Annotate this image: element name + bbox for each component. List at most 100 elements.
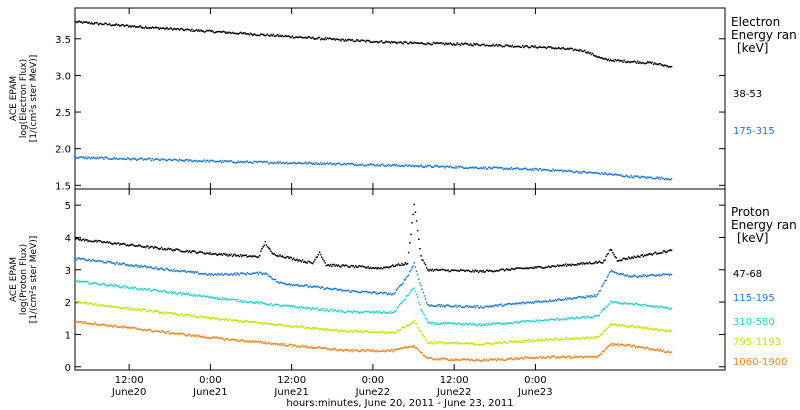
data-point (128, 308, 130, 311)
data-point (628, 176, 630, 178)
data-point (103, 262, 105, 264)
data-point (406, 295, 409, 297)
data-point (142, 159, 145, 161)
data-point (623, 176, 625, 178)
data-point (426, 356, 428, 358)
data-point (360, 350, 362, 352)
data-point (131, 327, 133, 329)
data-point (90, 282, 93, 285)
data-point (339, 348, 341, 351)
data-point (265, 272, 268, 275)
data-point (560, 356, 562, 358)
data-point (234, 32, 236, 35)
data-point (504, 44, 507, 46)
data-point (556, 356, 559, 358)
data-point (508, 340, 510, 342)
data-point (377, 351, 379, 353)
data-point (354, 311, 357, 313)
data-point (273, 252, 276, 255)
data-point (534, 167, 536, 170)
data-point (132, 326, 135, 329)
data-point (142, 26, 145, 29)
data-point (379, 311, 382, 314)
data-point (464, 270, 466, 273)
data-point (577, 356, 579, 359)
data-point (359, 330, 361, 333)
data-point (445, 305, 447, 307)
data-point (620, 59, 622, 62)
data-point (597, 335, 599, 338)
data-point (226, 253, 228, 256)
data-point (585, 262, 587, 265)
data-point (597, 56, 599, 58)
data-point (208, 336, 210, 339)
data-point (481, 168, 483, 170)
data-point (507, 168, 509, 171)
data-point (306, 346, 308, 349)
data-point (586, 172, 588, 174)
data-point (520, 339, 523, 342)
data-point (630, 174, 632, 177)
data-point (181, 313, 183, 315)
data-point (381, 41, 384, 44)
data-point (362, 311, 365, 314)
data-point (577, 317, 579, 319)
data-point (199, 250, 201, 253)
data-point (217, 254, 219, 256)
data-point (588, 355, 590, 358)
data-point (284, 323, 287, 326)
data-point (565, 265, 568, 267)
data-point (331, 288, 333, 291)
data-point (185, 250, 188, 252)
data-point (287, 163, 289, 165)
data-point (486, 168, 489, 170)
data-point (313, 285, 315, 287)
data-point (187, 313, 190, 316)
data-point (441, 268, 444, 271)
data-point (551, 170, 553, 172)
data-point (360, 291, 362, 293)
data-point (323, 288, 325, 290)
data-point (295, 162, 297, 165)
data-point (388, 164, 391, 167)
data-point (360, 39, 362, 41)
data-point (357, 311, 359, 313)
data-point (529, 356, 532, 359)
data-point (527, 356, 529, 359)
data-point (618, 302, 621, 305)
data-point (419, 350, 421, 353)
data-point (480, 270, 482, 272)
data-point (483, 307, 485, 309)
data-point (164, 28, 166, 30)
data-point (621, 273, 623, 276)
data-point (488, 166, 490, 168)
data-point (655, 328, 657, 330)
data-point (515, 167, 517, 170)
data-point (185, 158, 188, 161)
data-point (669, 66, 672, 68)
data-point (396, 264, 399, 266)
data-point (349, 311, 351, 313)
data-point (332, 288, 334, 290)
data-point (142, 266, 145, 268)
data-point (336, 330, 339, 333)
data-point (187, 251, 190, 253)
data-point (107, 242, 110, 244)
data-point (512, 341, 515, 344)
data-point (76, 321, 78, 323)
data-point (650, 305, 652, 308)
data-point (131, 286, 133, 288)
data-point (77, 21, 79, 23)
data-point (392, 311, 394, 314)
data-point (273, 303, 276, 306)
data-point (350, 330, 352, 332)
data-point (368, 310, 370, 313)
data-point (151, 245, 154, 248)
data-point (630, 303, 632, 305)
data-point (629, 325, 631, 327)
data-point (327, 163, 330, 166)
data-point (174, 333, 176, 335)
data-point (374, 311, 376, 313)
data-point (541, 266, 543, 269)
data-point (551, 318, 553, 321)
